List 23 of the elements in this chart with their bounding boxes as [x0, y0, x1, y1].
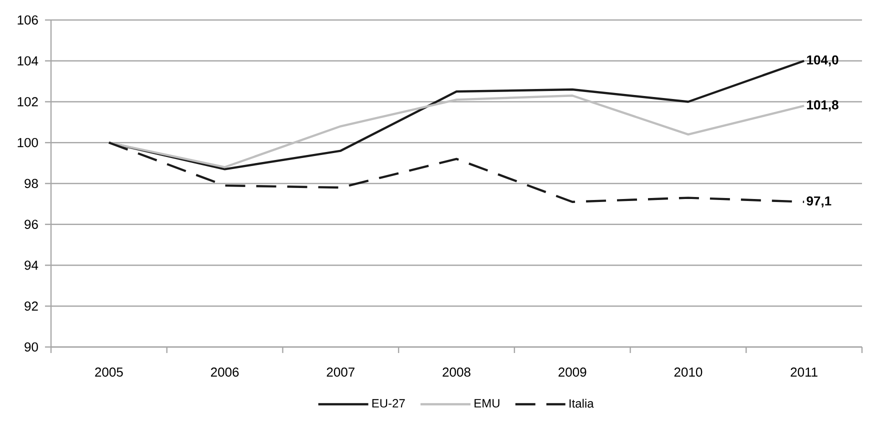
legend-label: EMU [474, 399, 500, 408]
y-tick-label: 92 [24, 302, 38, 311]
legend-label: EU-27 [372, 399, 405, 408]
y-tick-label: 102 [18, 97, 38, 106]
y-tick-label: 94 [24, 260, 38, 270]
x-tick-label: 2009 [558, 368, 586, 377]
x-tick-label: 2006 [210, 368, 239, 377]
y-tick-label: 96 [24, 220, 38, 229]
x-tick-label: 2008 [442, 368, 470, 377]
line-series [108, 94, 806, 168]
data-label: 97,1 [806, 196, 832, 208]
data-label: 104,0 [807, 55, 838, 66]
x-tick-label: 2011 [790, 368, 818, 377]
y-tick-label: 106 [18, 15, 38, 25]
y-tick-label: 100 [18, 138, 38, 148]
data-label: 101,8 [807, 100, 838, 112]
y-tick-label: 90 [24, 342, 38, 352]
y-tick-label: 104 [18, 56, 38, 66]
legend-label: Italia [570, 398, 594, 408]
x-tick-label: 2007 [326, 368, 354, 377]
y-tick-label: 98 [24, 178, 38, 188]
x-tick-label: 2005 [95, 368, 123, 377]
x-tick-label: 2010 [674, 368, 702, 377]
